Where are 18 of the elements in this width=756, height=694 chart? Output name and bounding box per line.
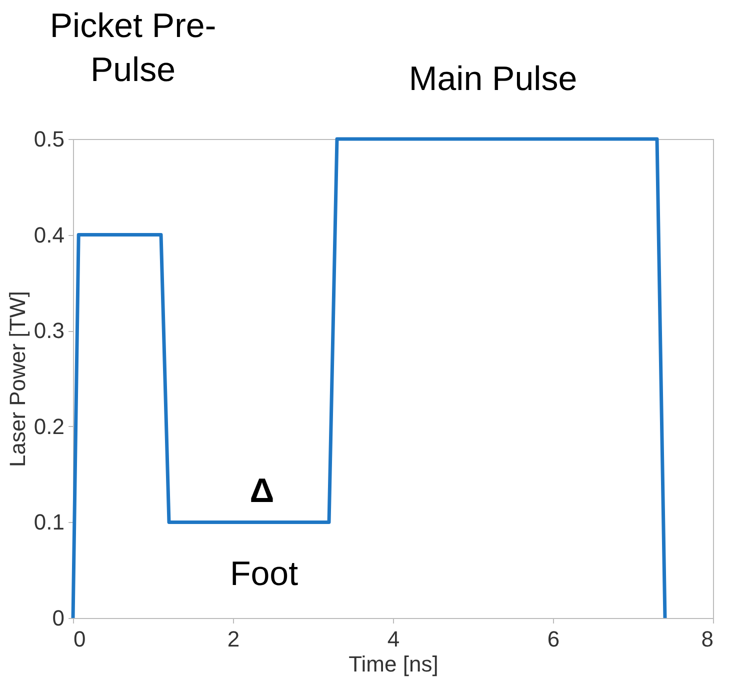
y-tick-label: 0.2 xyxy=(34,414,64,439)
y-axis-title: Laser Power [TW] xyxy=(4,290,30,468)
text: Main Pulse xyxy=(408,60,578,98)
x-tick-label: 6 xyxy=(547,626,560,652)
y-tick-label: 0.3 xyxy=(34,318,64,344)
y-tick-label: 0.4 xyxy=(34,222,64,248)
x-tick-label: 8 xyxy=(701,626,714,652)
x-tick-label: 4 xyxy=(387,626,400,652)
line-series xyxy=(71,137,667,620)
x-axis-title: Time [ns] xyxy=(348,652,438,676)
y-tick-label: 0 xyxy=(52,606,64,630)
x-tick-label: 2 xyxy=(227,626,240,652)
text: Picket Pre- Pulse xyxy=(50,7,216,89)
y-tick-label: 0.5 xyxy=(34,126,64,152)
annotation: Foot xyxy=(230,555,299,593)
y-tick-label: 0.1 xyxy=(34,510,64,535)
x-tick-label: 0 xyxy=(74,626,86,652)
annotation: Δ xyxy=(250,472,274,510)
